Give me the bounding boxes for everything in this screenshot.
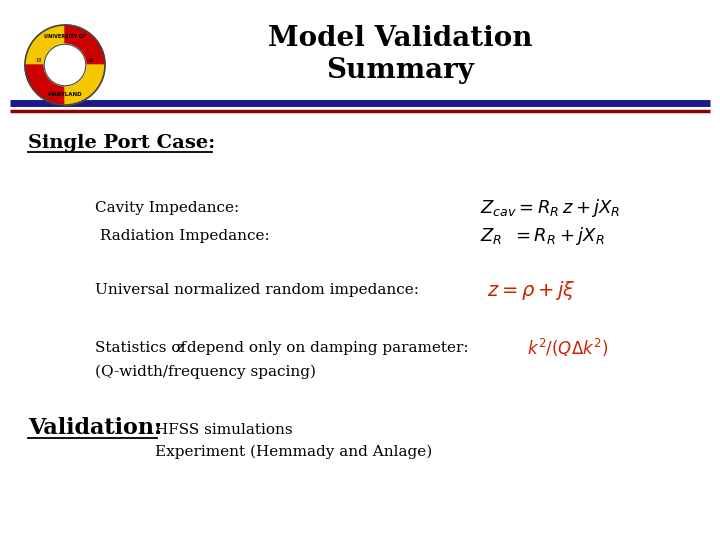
Text: Experiment (Hemmady and Anlage): Experiment (Hemmady and Anlage) xyxy=(155,445,432,459)
Wedge shape xyxy=(25,65,65,105)
Text: UNIVERSITY OF: UNIVERSITY OF xyxy=(44,35,86,39)
Text: Radiation Impedance:: Radiation Impedance: xyxy=(95,229,270,243)
Text: Single Port Case:: Single Port Case: xyxy=(28,134,215,152)
Text: $Z_R\;\; = R_R + jX_R$: $Z_R\;\; = R_R + jX_R$ xyxy=(480,225,605,247)
Text: 18: 18 xyxy=(36,58,42,64)
Text: Universal normalized random impedance:: Universal normalized random impedance: xyxy=(95,283,419,297)
Text: depend only on damping parameter:: depend only on damping parameter: xyxy=(182,341,469,355)
Text: HFSS simulations: HFSS simulations xyxy=(155,423,292,437)
Text: Model Validation: Model Validation xyxy=(268,24,532,51)
Text: Statistics of: Statistics of xyxy=(95,341,191,355)
Text: Validation:: Validation: xyxy=(28,417,162,439)
Text: Cavity Impedance:: Cavity Impedance: xyxy=(95,201,239,215)
Text: $Z_{cav} = R_R\,z + jX_R$: $Z_{cav} = R_R\,z + jX_R$ xyxy=(480,197,621,219)
Text: (Q-width/frequency spacing): (Q-width/frequency spacing) xyxy=(95,365,316,379)
Text: $k^2/(Q\Delta k^2)$: $k^2/(Q\Delta k^2)$ xyxy=(527,337,608,359)
Wedge shape xyxy=(65,25,105,65)
Text: Summary: Summary xyxy=(326,57,474,84)
Circle shape xyxy=(44,44,86,86)
Text: $z = \rho + j\xi$: $z = \rho + j\xi$ xyxy=(487,279,576,301)
Text: z: z xyxy=(175,341,183,355)
Wedge shape xyxy=(65,65,105,105)
Text: MARYLAND: MARYLAND xyxy=(48,92,82,98)
Wedge shape xyxy=(25,25,65,65)
Text: 56: 56 xyxy=(88,58,94,64)
